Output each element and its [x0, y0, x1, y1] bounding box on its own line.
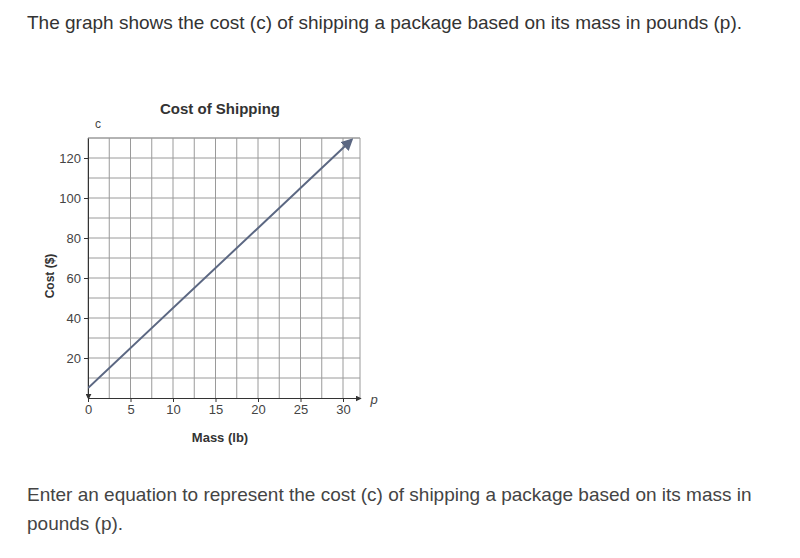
- y-tick-label: 60: [67, 271, 81, 286]
- x-axis-line: [89, 398, 361, 399]
- grid-line: [173, 138, 174, 398]
- y-tick: 40: [67, 311, 88, 326]
- minor-grid-line: [321, 138, 322, 398]
- grid: [88, 138, 360, 398]
- x-axis-title: Mass (lb): [192, 430, 248, 445]
- x-tick: 5: [127, 398, 134, 417]
- x-tick-label: 10: [166, 402, 180, 417]
- x-tick-label: 15: [209, 402, 223, 417]
- x-tick: 25: [294, 398, 308, 417]
- y-tick-label: 40: [67, 311, 81, 326]
- minor-grid-line: [109, 138, 110, 398]
- grid-line: [88, 158, 360, 159]
- y-tick-mark: [84, 158, 88, 159]
- grid-line: [88, 238, 360, 239]
- minor-grid-line: [88, 338, 360, 339]
- x-tick-label: 20: [251, 402, 265, 417]
- minor-grid-line: [88, 258, 360, 259]
- x-tick: 20: [251, 398, 265, 417]
- cost-line: [88, 140, 352, 388]
- x-tick-label: 30: [336, 402, 350, 417]
- minor-grid-line: [236, 138, 237, 398]
- minor-grid-line: [279, 138, 280, 398]
- y-tick: 100: [59, 191, 88, 206]
- y-axis: 20 40 60 80 100 120: [59, 139, 88, 399]
- grid-line: [130, 138, 131, 398]
- y-tick: 80: [67, 231, 88, 246]
- plot-area: [88, 140, 352, 388]
- y-tick-mark: [84, 278, 88, 279]
- minor-grid-line: [88, 378, 360, 379]
- y-tick: 60: [67, 271, 88, 286]
- minor-grid-line: [151, 138, 152, 398]
- y-tick-mark: [84, 198, 88, 199]
- y-tick-mark: [84, 238, 88, 239]
- prompt: Enter an equation to represent the cost …: [27, 480, 772, 538]
- grid-line: [343, 138, 344, 398]
- y-tick: 120: [59, 151, 88, 166]
- x-tick: 30: [336, 398, 350, 417]
- y-axis-line: [88, 139, 89, 399]
- y-tick: 20: [67, 351, 88, 366]
- x-tick: 0: [85, 398, 92, 417]
- grid-line: [88, 198, 360, 199]
- x-variable: p: [369, 392, 377, 407]
- y-axis-title: Cost ($): [43, 254, 57, 299]
- y-tick-label: 120: [59, 151, 81, 166]
- minor-grid-line: [88, 218, 360, 219]
- x-axis: 0 5 10 15 20 25 30: [85, 398, 361, 417]
- x-tick-label: 5: [127, 402, 134, 417]
- minor-grid-line: [194, 138, 195, 398]
- grid-line: [88, 358, 360, 359]
- y-tick-label: 80: [67, 231, 81, 246]
- minor-grid-line: [88, 298, 360, 299]
- x-tick-label: 0: [85, 402, 92, 417]
- question: The graph shows the cost (c) of shipping…: [27, 8, 772, 37]
- x-tick: 10: [166, 398, 180, 417]
- chart-title: Cost of Shipping: [160, 100, 280, 117]
- x-tick: 15: [209, 398, 223, 417]
- grid-line: [258, 138, 259, 398]
- y-tick-mark: [84, 318, 88, 319]
- y-variable: c: [95, 117, 101, 131]
- minor-grid-line: [88, 178, 360, 179]
- grid-line: [88, 318, 360, 319]
- grid-line: [300, 138, 301, 398]
- plot-frame: [88, 138, 360, 398]
- grid-line: [88, 278, 360, 279]
- y-tick-label: 100: [59, 191, 81, 206]
- x-tick-label: 25: [294, 402, 308, 417]
- y-tick-mark: [84, 358, 88, 359]
- y-tick-label: 20: [67, 351, 81, 366]
